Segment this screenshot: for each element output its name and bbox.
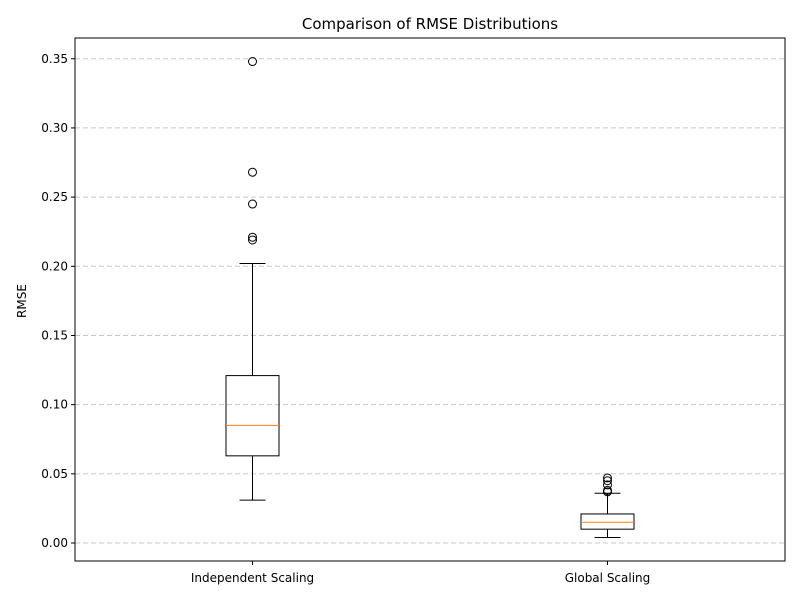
outlier-point xyxy=(603,476,612,486)
y-tick-label: 0.05 xyxy=(41,467,68,481)
y-tick-label: 0.10 xyxy=(41,398,68,412)
y-tick-label: 0.15 xyxy=(41,328,68,342)
y-tick-label: 0.35 xyxy=(41,52,68,66)
interquartile-box xyxy=(225,375,280,457)
y-tick-label: 0.20 xyxy=(41,259,68,273)
outlier-point xyxy=(603,473,612,483)
outlier-point xyxy=(248,199,257,209)
y-tick-label: 0.30 xyxy=(41,121,68,135)
outlier-point xyxy=(248,235,257,245)
outlier-point xyxy=(603,480,612,490)
x-tick-label: Global Scaling xyxy=(565,571,651,585)
chart-title: Comparison of RMSE Distributions xyxy=(302,15,558,33)
outlier-point xyxy=(248,57,257,67)
box-group-independent-scaling xyxy=(225,57,280,501)
interquartile-box xyxy=(580,513,635,530)
y-axis-label: RMSE xyxy=(15,284,29,318)
outlier-point xyxy=(248,232,257,242)
x-tick-label: Independent Scaling xyxy=(191,571,314,585)
boxes xyxy=(225,57,635,538)
grid-lines xyxy=(75,58,785,544)
box-group-global-scaling xyxy=(580,473,635,538)
plot-area-frame xyxy=(74,37,786,562)
y-tick-label: 0.00 xyxy=(41,536,68,550)
outlier-point xyxy=(248,167,257,177)
outlier-point xyxy=(603,485,612,495)
axis-ticks: 0.00 0.05 0.10 0.15 0.20 0.25 0.30 0.35 Independ… xyxy=(41,52,650,585)
y-tick-label: 0.25 xyxy=(41,190,68,204)
